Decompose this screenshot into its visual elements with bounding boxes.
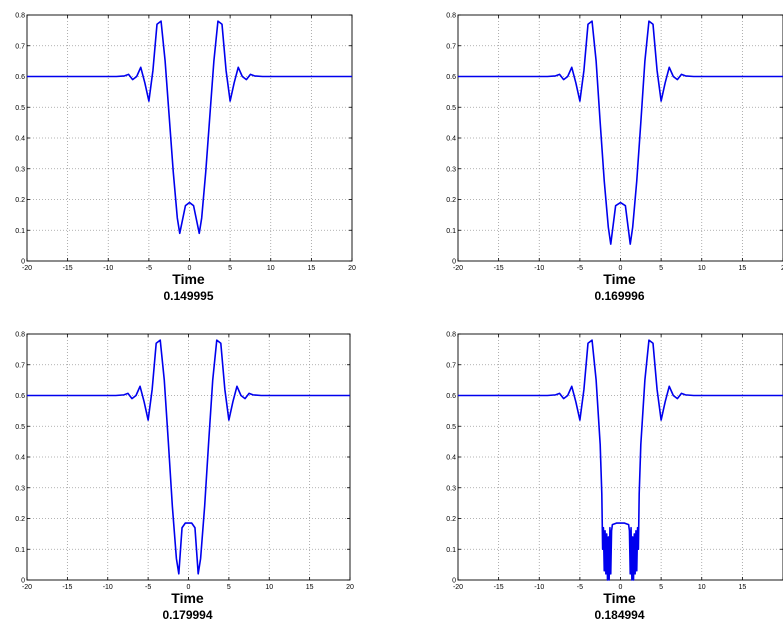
subplot-1: -20 -15 -10 -5 0 5 10 15 20 0 0.1 0.2 0.3 0.4 0.5 0.6 0.… (15, 13, 356, 304)
x-tick-label: 5 (228, 265, 232, 272)
y-tick-label: 0.1 (15, 547, 25, 554)
series-line (27, 339, 350, 575)
y-tick-label: 0.6 (446, 393, 456, 400)
x-tick-label: 15 (738, 584, 746, 591)
x-tick-label: -20 (453, 265, 463, 272)
y-tick-label: 0.2 (15, 516, 25, 523)
y-tick-label: 0.2 (446, 516, 456, 523)
x-axis-label: Time (603, 590, 636, 606)
x-tick-label: -10 (534, 584, 544, 591)
x-tick-label: -15 (63, 265, 73, 272)
x-tick-label: -10 (534, 265, 544, 272)
x-tick-label: -5 (577, 265, 583, 272)
series-line (27, 20, 352, 235)
x-tick-label: 10 (698, 584, 706, 591)
y-tick-label: 0.6 (15, 393, 25, 400)
y-tick-label: 0 (21, 259, 25, 266)
y-tick-label: 0.1 (15, 228, 25, 235)
series-line (458, 20, 783, 245)
y-tick-label: 0.7 (446, 362, 456, 369)
x-tick-label: 10 (698, 265, 706, 272)
x-tick-label: -20 (453, 584, 463, 591)
x-tick-label: -10 (103, 265, 113, 272)
x-tick-label: 0 (188, 265, 192, 272)
y-tick-label: 0.5 (15, 424, 25, 431)
y-tick-label: 0.1 (446, 228, 456, 235)
subplot-3: -20 -15 -10 -5 0 5 10 15 20 0 0.1 0.2 0.3 0.4 0.5 0.6 0.… (15, 332, 354, 623)
x-axis-label: Time (603, 271, 636, 287)
x-tick-label: 0 (619, 584, 623, 591)
y-tick-label: 0.2 (15, 197, 25, 204)
y-tick-label: 0.7 (15, 362, 25, 369)
y-tick-label: 0.3 (15, 166, 25, 173)
y-tick-label: 0 (452, 578, 456, 585)
time-value-label: 0.149995 (163, 289, 213, 303)
x-tick-label: 5 (659, 584, 663, 591)
x-tick-label: 15 (306, 584, 314, 591)
y-tick-label: 0.6 (446, 74, 456, 81)
y-tick-label: 0.3 (446, 485, 456, 492)
y-tick-label: 0.8 (15, 332, 25, 339)
y-tick-label: 0.4 (15, 136, 25, 143)
subplot-4: -20 -15 -10 -5 0 5 10 15 0 0.1 0.2 0.3 0.4 0.5 0.6 0.7 0… (446, 332, 783, 622)
y-tick-label: 0.7 (15, 43, 25, 50)
y-tick-label: 0 (21, 578, 25, 585)
y-tick-label: 0.3 (446, 166, 456, 173)
x-tick-label: 0 (619, 265, 623, 272)
y-tick-label: 0.3 (15, 485, 25, 492)
y-tick-label: 0.8 (446, 332, 456, 339)
x-tick-label: 15 (738, 265, 746, 272)
x-axis-label: Time (172, 271, 205, 287)
y-tick-label: 0.4 (446, 136, 456, 143)
y-tick-label: 0 (452, 259, 456, 266)
x-tick-label: 10 (267, 265, 275, 272)
x-tick-label: -5 (577, 584, 583, 591)
x-tick-label: -5 (146, 265, 152, 272)
x-tick-label: -15 (62, 584, 72, 591)
x-tick-label: -15 (494, 265, 504, 272)
x-tick-label: -5 (145, 584, 151, 591)
time-value-label: 0.169996 (594, 289, 644, 303)
x-tick-label: 10 (265, 584, 273, 591)
y-tick-label: 0.5 (15, 105, 25, 112)
time-value-label: 0.179994 (162, 608, 212, 622)
y-tick-label: 0.5 (446, 424, 456, 431)
x-tick-label: 5 (227, 584, 231, 591)
x-tick-label: -15 (494, 584, 504, 591)
x-tick-label: 0 (187, 584, 191, 591)
series-line (458, 339, 783, 581)
x-tick-label: -20 (22, 265, 32, 272)
y-tick-label: 0.4 (446, 455, 456, 462)
y-tick-label: 0.2 (446, 197, 456, 204)
y-tick-label: 0.8 (15, 13, 25, 20)
x-axis-label: Time (171, 590, 204, 606)
subplot-2: -20-15-10-5051015200.10.20.30.40.50.60.7… (446, 13, 783, 303)
time-value-label: 0.184994 (594, 608, 644, 622)
x-tick-label: 20 (346, 584, 354, 591)
y-tick-label: 0.6 (15, 74, 25, 81)
x-tick-label: 15 (307, 265, 315, 272)
y-tick-label: 0.4 (15, 455, 25, 462)
x-tick-label: 2 (781, 265, 783, 272)
y-tick-label: 0.5 (446, 105, 456, 112)
x-tick-label: -20 (22, 584, 32, 591)
x-tick-label: 20 (348, 265, 356, 272)
y-tick-label: 0.8 (446, 13, 456, 20)
x-tick-label: -10 (103, 584, 113, 591)
x-tick-label: 5 (659, 265, 663, 272)
y-tick-label: 0.7 (446, 43, 456, 50)
y-tick-label: 0.1 (446, 547, 456, 554)
